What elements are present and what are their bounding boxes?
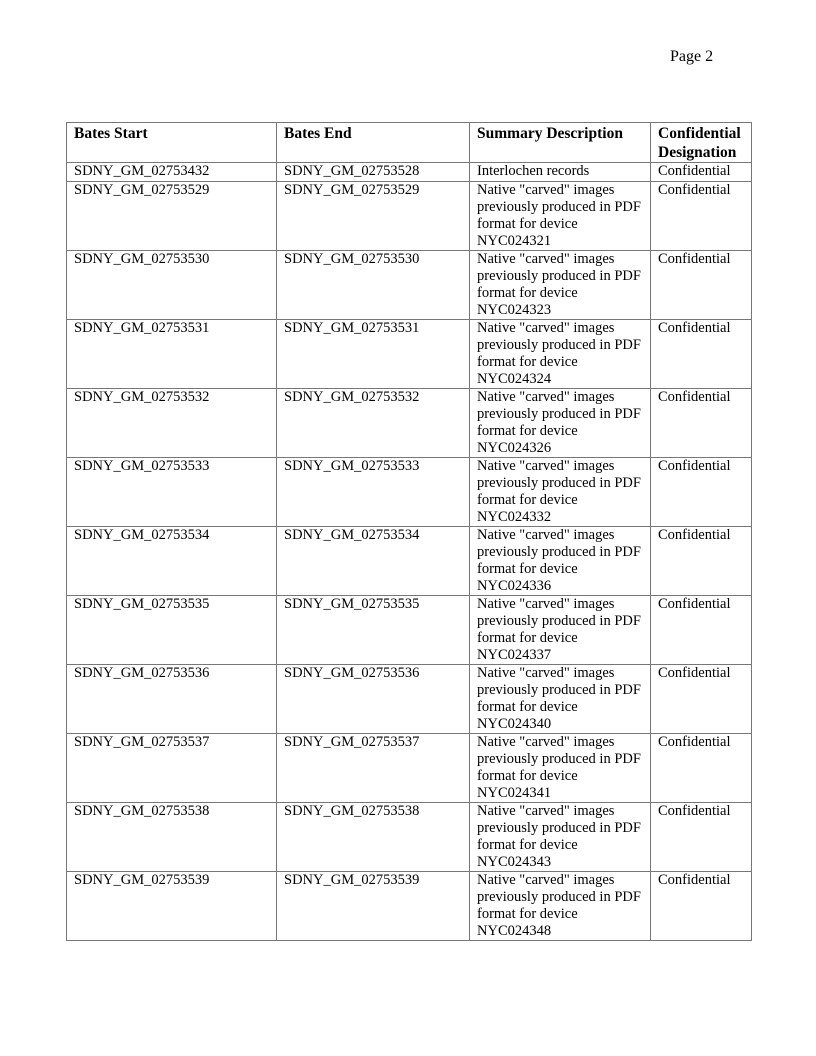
header-summary-description: Summary Description xyxy=(469,122,651,163)
bates-end-cell: SDNY_GM_02753529 xyxy=(276,181,470,251)
summary-description-cell: Native "carved" images previously produc… xyxy=(469,457,651,527)
confidential-designation-cell: Confidential xyxy=(650,388,752,458)
bates-start-cell: SDNY_GM_02753539 xyxy=(66,871,277,941)
table-row: SDNY_GM_02753529 SDNY_GM_02753529 Native "… xyxy=(66,181,752,251)
confidential-designation-cell: Confidential xyxy=(650,319,752,389)
bates-start-cell: SDNY_GM_02753538 xyxy=(66,802,277,872)
bates-start-cell: SDNY_GM_02753529 xyxy=(66,181,277,251)
bates-start-cell: SDNY_GM_02753535 xyxy=(66,595,277,665)
confidential-designation-cell: Confidential xyxy=(650,526,752,596)
table-header-row: Bates Start Bates End Summary Descriptio… xyxy=(66,122,752,163)
summary-description-cell: Native "carved" images previously produc… xyxy=(469,802,651,872)
summary-description-cell: Native "carved" images previously produc… xyxy=(469,319,651,389)
summary-description-cell: Native "carved" images previously produc… xyxy=(469,733,651,803)
table-row: SDNY_GM_02753533 SDNY_GM_02753533 Native "… xyxy=(66,457,752,527)
bates-end-cell: SDNY_GM_02753539 xyxy=(276,871,470,941)
bates-end-cell: SDNY_GM_02753534 xyxy=(276,526,470,596)
table-row: SDNY_GM_02753530 SDNY_GM_02753530 Native "… xyxy=(66,250,752,320)
bates-end-cell: SDNY_GM_02753530 xyxy=(276,250,470,320)
bates-end-cell: SDNY_GM_02753531 xyxy=(276,319,470,389)
summary-description-cell: Native "carved" images previously produc… xyxy=(469,250,651,320)
bates-start-cell: SDNY_GM_02753536 xyxy=(66,664,277,734)
confidential-designation-cell: Confidential xyxy=(650,250,752,320)
table-row: SDNY_GM_02753535 SDNY_GM_02753535 Native "… xyxy=(66,595,752,665)
bates-end-cell: SDNY_GM_02753536 xyxy=(276,664,470,734)
header-bates-start: Bates Start xyxy=(66,122,277,163)
confidential-designation-cell: Confidential xyxy=(650,871,752,941)
header-confidential-designation: Confidential Designation xyxy=(650,122,752,163)
table-row: SDNY_GM_02753539 SDNY_GM_02753539 Native "… xyxy=(66,871,752,941)
table-row: SDNY_GM_02753534 SDNY_GM_02753534 Native "… xyxy=(66,526,752,596)
summary-description-cell: Native "carved" images previously produc… xyxy=(469,595,651,665)
summary-description-cell: Native "carved" images previously produc… xyxy=(469,526,651,596)
summary-description-cell: Native "carved" images previously produc… xyxy=(469,388,651,458)
confidential-designation-cell: Confidential xyxy=(650,181,752,251)
table-row: SDNY_GM_02753532 SDNY_GM_02753532 Native "… xyxy=(66,388,752,458)
bates-end-cell: SDNY_GM_02753538 xyxy=(276,802,470,872)
table-body: SDNY_GM_02753432 SDNY_GM_02753528 Interloc… xyxy=(66,162,752,941)
header-bates-end: Bates End xyxy=(276,122,470,163)
confidential-designation-cell: Confidential xyxy=(650,457,752,527)
table-row: SDNY_GM_02753432 SDNY_GM_02753528 Interloc… xyxy=(66,162,752,182)
bates-end-cell: SDNY_GM_02753537 xyxy=(276,733,470,803)
bates-start-cell: SDNY_GM_02753432 xyxy=(66,162,277,182)
bates-end-cell: SDNY_GM_02753532 xyxy=(276,388,470,458)
bates-start-cell: SDNY_GM_02753531 xyxy=(66,319,277,389)
confidential-designation-cell: Confidential xyxy=(650,162,752,182)
summary-description-cell: Native "carved" images previously produc… xyxy=(469,664,651,734)
bates-start-cell: SDNY_GM_02753530 xyxy=(66,250,277,320)
table-row: SDNY_GM_02753537 SDNY_GM_02753537 Native "… xyxy=(66,733,752,803)
bates-end-cell: SDNY_GM_02753535 xyxy=(276,595,470,665)
bates-start-cell: SDNY_GM_02753534 xyxy=(66,526,277,596)
summary-description-cell: Native "carved" images previously produc… xyxy=(469,871,651,941)
confidential-designation-cell: Confidential xyxy=(650,802,752,872)
confidential-designation-cell: Confidential xyxy=(650,595,752,665)
bates-table: Bates Start Bates End Summary Descriptio… xyxy=(66,122,752,941)
bates-start-cell: SDNY_GM_02753532 xyxy=(66,388,277,458)
table-row: SDNY_GM_02753531 SDNY_GM_02753531 Native "… xyxy=(66,319,752,389)
summary-description-cell: Native "carved" images previously produc… xyxy=(469,181,651,251)
page-number: Page 2 xyxy=(670,48,714,65)
confidential-designation-cell: Confidential xyxy=(650,733,752,803)
table-row: SDNY_GM_02753536 SDNY_GM_02753536 Native "… xyxy=(66,664,752,734)
bates-start-cell: SDNY_GM_02753533 xyxy=(66,457,277,527)
bates-start-cell: SDNY_GM_02753537 xyxy=(66,733,277,803)
confidential-designation-cell: Confidential xyxy=(650,664,752,734)
bates-end-cell: SDNY_GM_02753533 xyxy=(276,457,470,527)
table-row: SDNY_GM_02753538 SDNY_GM_02753538 Native "… xyxy=(66,802,752,872)
bates-end-cell: SDNY_GM_02753528 xyxy=(276,162,470,182)
summary-description-cell: Interlochen records xyxy=(469,162,651,182)
